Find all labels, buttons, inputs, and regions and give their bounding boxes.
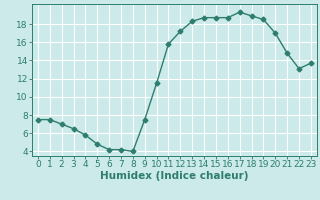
X-axis label: Humidex (Indice chaleur): Humidex (Indice chaleur) — [100, 171, 249, 181]
